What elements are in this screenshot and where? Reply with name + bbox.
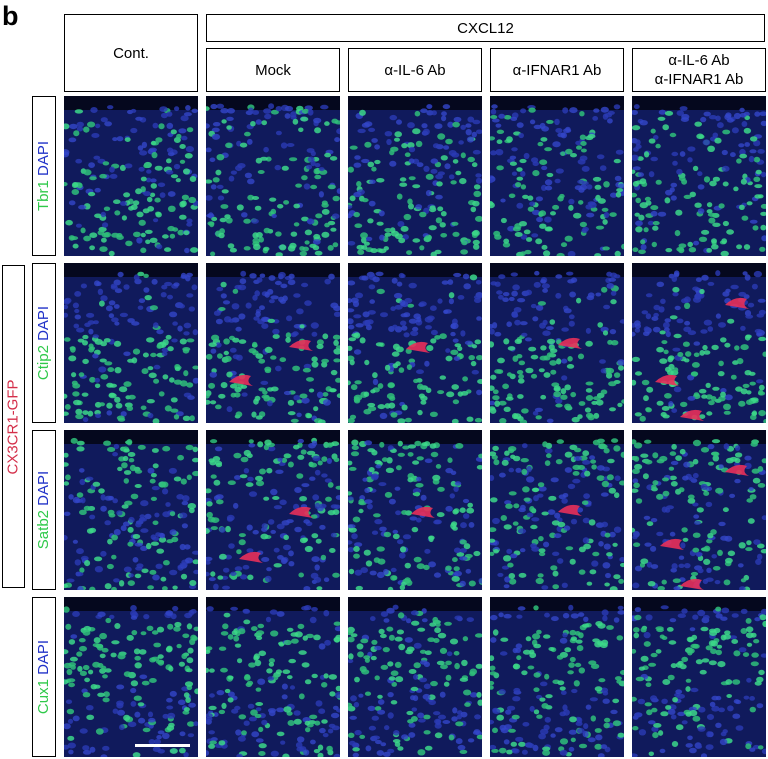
micrograph-panel bbox=[206, 430, 340, 590]
micrograph-panel bbox=[632, 96, 766, 256]
column-group-label: CXCL12 bbox=[457, 19, 514, 37]
row-marker: Tbr1 bbox=[35, 180, 52, 212]
column-header-combined: α-IL-6 Ab α-IFNAR1 Ab bbox=[632, 48, 766, 92]
column-header-line: Cont. bbox=[113, 44, 149, 62]
row-stain: DAPI bbox=[35, 470, 53, 506]
column-header-line: α-IFNAR1 Ab bbox=[654, 71, 744, 88]
row-label-satb2: Satb2 DAPI bbox=[32, 430, 56, 590]
column-header-cont: Cont. bbox=[64, 14, 198, 92]
side-label: CX3CR1-GFP bbox=[4, 378, 22, 475]
column-header-line: α-IL-6 Ab bbox=[668, 52, 730, 69]
micrograph-panel bbox=[206, 263, 340, 423]
column-header-line: Mock bbox=[255, 61, 291, 79]
column-header-line: α-IL-6 Ab bbox=[384, 61, 446, 79]
row-marker: Cux1 bbox=[35, 679, 52, 715]
micrograph-panel bbox=[206, 96, 340, 256]
micrograph-panel bbox=[64, 263, 198, 423]
micrograph-panel bbox=[348, 263, 482, 423]
column-header-anti-ifnar1: α-IFNAR1 Ab bbox=[490, 48, 624, 92]
micrograph-panel bbox=[490, 430, 624, 590]
column-header-anti-il6: α-IL-6 Ab bbox=[348, 48, 482, 92]
micrograph-panel bbox=[632, 430, 766, 590]
micrograph-panel bbox=[490, 96, 624, 256]
micrograph-panel bbox=[206, 597, 340, 757]
micrograph-panel bbox=[348, 597, 482, 757]
micrograph-panel bbox=[490, 597, 624, 757]
row-label-cux1: Cux1 DAPI bbox=[32, 597, 56, 757]
scale-bar bbox=[135, 744, 190, 747]
row-stain: DAPI bbox=[35, 305, 52, 341]
micrograph-panel bbox=[348, 430, 482, 590]
micrograph-panel bbox=[348, 96, 482, 256]
row-stain: DAPI bbox=[35, 639, 52, 675]
row-marker: Ctip2 bbox=[35, 345, 52, 381]
column-header-line: α-IFNAR1 Ab bbox=[512, 61, 602, 79]
row-label-ctip2: Ctip2 DAPI bbox=[32, 263, 56, 423]
micrograph-panel bbox=[64, 597, 198, 757]
column-header-mock: Mock bbox=[206, 48, 340, 92]
side-label-box: CX3CR1-GFP bbox=[2, 265, 25, 588]
micrograph-panel bbox=[64, 430, 198, 590]
micrograph-panel bbox=[64, 96, 198, 256]
micrograph-panel bbox=[490, 263, 624, 423]
panel-letter: b bbox=[2, 1, 19, 31]
column-group-cxcl12: CXCL12 bbox=[206, 14, 765, 42]
micrograph-panel bbox=[632, 597, 766, 757]
row-stain: DAPI bbox=[35, 140, 52, 176]
row-label-tbr1: Tbr1 DAPI bbox=[32, 96, 56, 256]
row-marker: Satb2 bbox=[35, 509, 53, 550]
micrograph-panel bbox=[632, 263, 766, 423]
